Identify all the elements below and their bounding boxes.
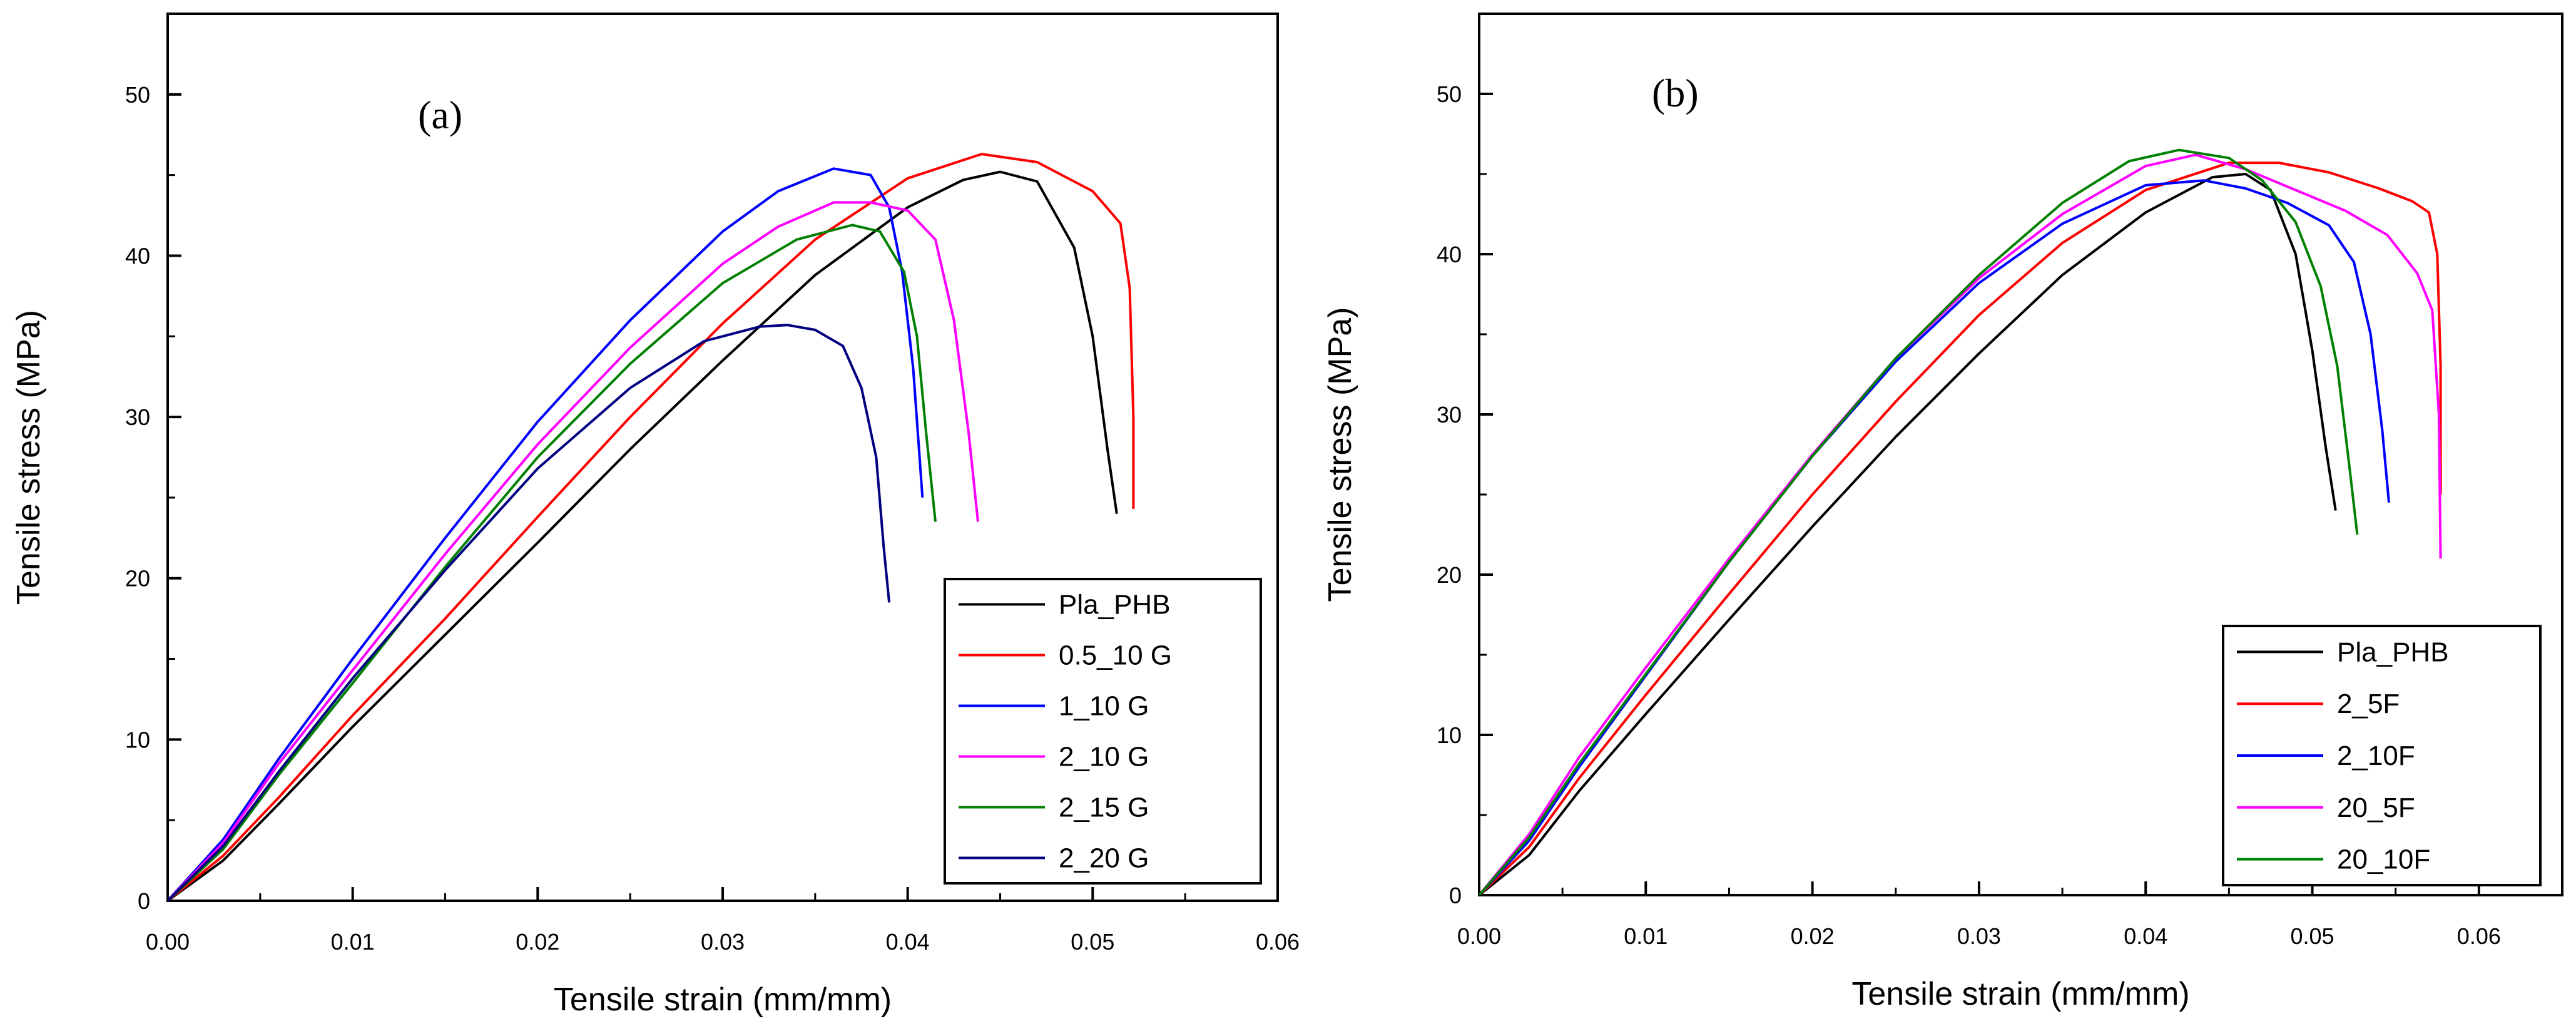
x-axis-label: Tensile strain (mm/mm) [554, 982, 892, 1018]
x-axis-label: Tensile strain (mm/mm) [1851, 976, 2189, 1012]
legend-entry: 0.5_10 G [1059, 640, 1172, 671]
y-tick-label: 50 [125, 82, 150, 108]
x-tick-label: 0.04 [886, 929, 930, 955]
legend-entry: 2_20 G [1059, 843, 1149, 874]
y-tick-label: 20 [125, 566, 150, 592]
panel-label: (a) [418, 93, 462, 137]
x-tick-label: 0.05 [2290, 923, 2334, 949]
series-line-2-10-g [168, 201, 979, 901]
series-line-2-15-g [168, 223, 937, 901]
legend-entry: 2_5F [2337, 689, 2400, 719]
chart-panel-a: 0.00 0.01 0.02 0.03 0.04 0.05 0.06 0 10 20 30 40 50 T… [11, 13, 1300, 1018]
chart-panel-b: 0.00 0.01 0.02 0.03 0.04 0.05 0.06 0 10 20 30 40 50 T… [1322, 13, 2563, 1012]
x-tick-label: 0.04 [2124, 923, 2167, 949]
legend-box [944, 578, 1262, 885]
x-tick-label: 0.06 [1256, 929, 1300, 955]
x-tick-label: 0.02 [516, 929, 559, 955]
x-tick-label: 0.01 [1624, 923, 1667, 949]
legend-entry: 20_5F [2337, 792, 2415, 823]
x-tick-label: 0.03 [1957, 923, 2001, 949]
legend: Pla_PHB 0.5_10 G 1_10 G 2_10 G 2_15 G 2_20 G [944, 578, 1262, 885]
series-line-0-5-10-g [168, 153, 1135, 901]
y-tick-label: 10 [125, 727, 150, 752]
legend-entry: 20_10F [2337, 844, 2430, 875]
series-line-20-5f [1479, 153, 2442, 895]
series-line-2-20-g [168, 324, 891, 901]
y-tick-label: 30 [1437, 402, 1462, 428]
series-line-20-10f [1479, 148, 2359, 895]
series-line-2-5f [1479, 162, 2442, 895]
legend-entry: Pla_PHB [1059, 590, 1171, 620]
y-tick-label: 20 [1437, 562, 1462, 588]
y-tick-label: 0 [138, 888, 150, 914]
series-line-1-10-g [168, 167, 924, 901]
y-tick-label: 0 [1449, 883, 1462, 908]
x-tick-label: 0.00 [1457, 923, 1501, 949]
legend-entry: 1_10 G [1059, 691, 1149, 722]
x-tick-label: 0.06 [2457, 923, 2501, 949]
x-tick-label: 0.03 [701, 929, 745, 955]
y-axis-label: Tensile stress (MPa) [11, 310, 47, 605]
y-tick-label: 40 [1437, 242, 1462, 267]
y-tick-label: 30 [125, 404, 150, 430]
legend-entry: Pla_PHB [2337, 637, 2449, 667]
y-axis-label: Tensile stress (MPa) [1322, 307, 1358, 602]
y-tick-label: 10 [1437, 722, 1462, 748]
x-tick-label: 0.01 [331, 929, 375, 955]
y-tick-label: 40 [125, 243, 150, 269]
legend-entry: 2_10F [2337, 741, 2415, 771]
series-line-pla-phb [168, 170, 1118, 901]
x-tick-label: 0.02 [1791, 923, 1835, 949]
series-line-pla-phb [1479, 173, 2337, 895]
x-tick-label: 0.05 [1071, 929, 1114, 955]
y-tick-label: 50 [1437, 81, 1462, 107]
panel-label: (b) [1652, 71, 1699, 115]
legend-entry: 2_15 G [1059, 792, 1149, 823]
legend: Pla_PHB 2_5F 2_10F 20_5F 20_10F [2222, 625, 2542, 886]
plot-frame [1478, 13, 2563, 896]
legend-entry: 2_10 G [1059, 742, 1149, 772]
x-tick-label: 0.00 [146, 929, 190, 955]
